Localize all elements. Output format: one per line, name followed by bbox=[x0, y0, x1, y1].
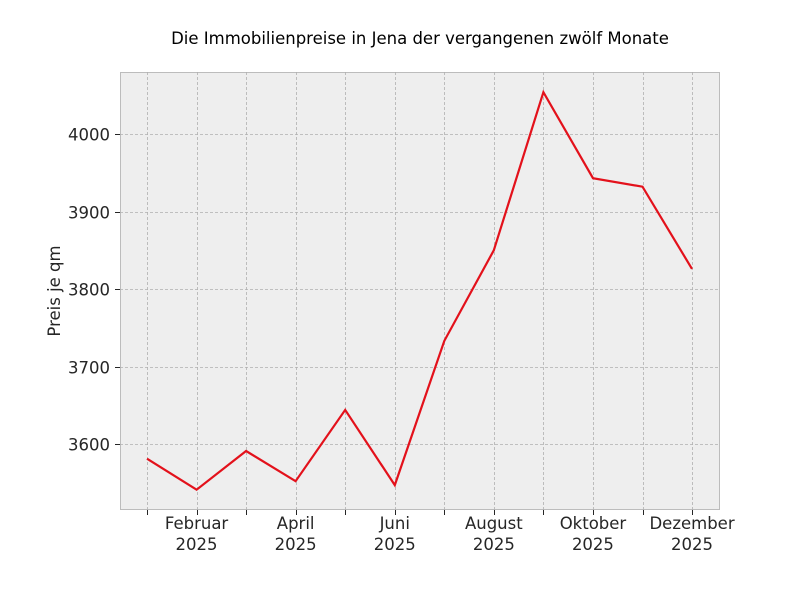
x-tick-label-year: 2025 bbox=[473, 535, 515, 554]
y-tick-label: 3600 bbox=[68, 436, 110, 455]
y-tick-label: 3700 bbox=[68, 359, 110, 378]
x-tick-label-month: Oktober bbox=[560, 514, 627, 533]
x-tick-label-month: Februar bbox=[165, 514, 229, 533]
x-axis: Februar 2025 April 2025 Juni 2025 August 2025 Ok… bbox=[147, 510, 735, 554]
x-tick-label-year: 2025 bbox=[374, 535, 416, 554]
y-axis-label: Preis je qm bbox=[45, 245, 64, 336]
x-tick-label-year: 2025 bbox=[671, 535, 713, 554]
x-tick-label-year: 2025 bbox=[176, 535, 218, 554]
x-tick-label-year: 2025 bbox=[572, 535, 614, 554]
y-axis: 3600 3700 3800 3900 4000 bbox=[68, 126, 120, 455]
x-tick-label-year: 2025 bbox=[275, 535, 317, 554]
x-tick-label-month: August bbox=[465, 514, 523, 533]
price-line bbox=[146, 89, 693, 492]
x-tick-label-month: April bbox=[277, 514, 315, 533]
x-tick-label-month: Dezember bbox=[649, 514, 734, 533]
plot-area bbox=[120, 72, 720, 510]
y-tick-label: 3800 bbox=[68, 281, 110, 300]
y-tick-label: 3900 bbox=[68, 204, 110, 223]
grid-lines bbox=[120, 72, 720, 510]
x-tick-label-month: Juni bbox=[379, 514, 410, 533]
chart-title: Die Immobilienpreise in Jena der vergang… bbox=[171, 29, 669, 48]
y-tick-label: 4000 bbox=[68, 126, 110, 145]
